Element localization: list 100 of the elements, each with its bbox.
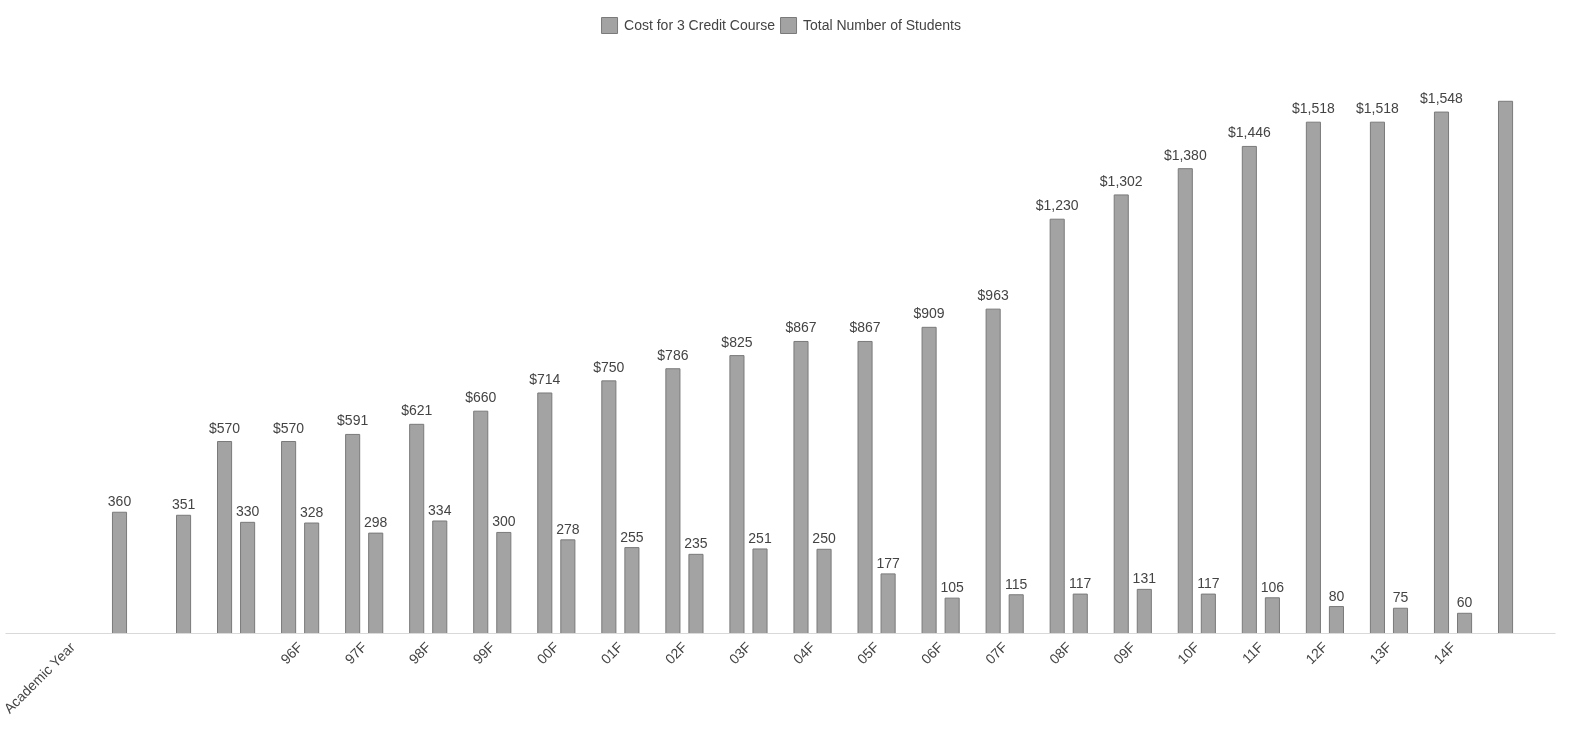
bar <box>1113 194 1129 634</box>
data-label: $1,380 <box>1163 146 1207 163</box>
bar <box>1392 607 1409 634</box>
data-label: $1,548 <box>1420 90 1464 107</box>
data-label: 117 <box>1069 575 1092 592</box>
x-tick-label: 97F <box>341 638 370 668</box>
bar <box>176 514 192 634</box>
bar <box>1177 168 1193 634</box>
bar <box>729 355 745 634</box>
bar <box>281 441 297 634</box>
bar <box>752 548 768 634</box>
bar <box>1457 612 1473 634</box>
data-label: $621 <box>401 402 433 419</box>
data-label: 235 <box>684 535 708 552</box>
bar <box>537 392 553 634</box>
bar <box>793 340 809 634</box>
x-tick-label: 01F <box>597 638 627 668</box>
bar <box>688 553 704 634</box>
bar <box>1328 606 1344 634</box>
data-label: $909 <box>913 305 945 322</box>
x-tick-label: 11F <box>1238 638 1267 667</box>
bar <box>240 521 256 634</box>
x-tick-label: 08F <box>1046 638 1075 668</box>
x-tick-label: 09F <box>1110 638 1139 668</box>
x-tick-label: 05F <box>853 638 883 668</box>
bar <box>217 441 233 634</box>
x-tick-label: 00F <box>533 638 562 668</box>
data-label: 250 <box>812 530 836 547</box>
bar <box>1136 588 1152 634</box>
bar <box>1369 121 1385 634</box>
data-label: 251 <box>748 529 772 546</box>
bar <box>1008 594 1024 634</box>
bar <box>496 531 512 634</box>
bar <box>1072 593 1088 634</box>
bar <box>880 573 896 634</box>
data-label: 105 <box>940 579 965 596</box>
data-label: $1,446 <box>1227 124 1271 141</box>
x-tick-label: 98F <box>405 638 434 668</box>
bar <box>624 547 640 634</box>
x-tick-label: 07F <box>981 638 1011 668</box>
bar <box>432 520 448 634</box>
bar <box>1264 597 1280 634</box>
x-tick-label: 13F <box>1366 638 1395 668</box>
bar <box>473 410 489 634</box>
data-label: 80 <box>1328 587 1345 604</box>
bar <box>1049 218 1065 634</box>
data-label: 60 <box>1456 594 1473 611</box>
data-label: $714 <box>529 371 561 387</box>
legend-label: Cost for 3 Credit Course <box>624 17 775 33</box>
bar <box>1200 593 1216 634</box>
bar <box>816 548 832 634</box>
data-label: 255 <box>620 528 644 545</box>
x-tick-label: 06F <box>917 638 947 668</box>
bar <box>345 433 361 634</box>
x-tick-label: 99F <box>469 638 498 668</box>
data-label: 334 <box>428 502 452 518</box>
data-label: 177 <box>876 554 900 571</box>
data-label: 278 <box>556 520 580 537</box>
data-label: $786 <box>657 346 689 363</box>
data-label: $825 <box>721 333 753 350</box>
data-label: $750 <box>593 358 625 375</box>
bar <box>921 326 937 634</box>
bar <box>665 368 681 634</box>
data-label: $963 <box>977 287 1009 304</box>
bar <box>1305 121 1321 634</box>
data-label: $867 <box>849 319 881 336</box>
x-tick-label: 14F <box>1430 638 1459 668</box>
data-label: 351 <box>171 496 196 513</box>
bar <box>601 380 617 634</box>
bar <box>857 340 873 634</box>
data-label: 298 <box>364 514 388 531</box>
data-label: 75 <box>1392 589 1409 606</box>
legend-label: Total Number of Students <box>802 17 961 33</box>
x-tick-label: 96F <box>277 638 306 668</box>
x-tick-label: 04F <box>789 638 819 668</box>
data-label: $570 <box>273 419 305 436</box>
data-label: 131 <box>1132 570 1157 587</box>
bar <box>409 423 425 634</box>
bar <box>111 511 128 634</box>
data-label: 328 <box>299 504 324 521</box>
data-label: $570 <box>208 419 241 436</box>
data-label: $591 <box>337 412 369 429</box>
data-label: 117 <box>1197 575 1220 592</box>
bar <box>1433 111 1450 634</box>
x-tick-label: 12F <box>1302 638 1331 668</box>
bar <box>1241 145 1257 634</box>
bar <box>944 597 960 634</box>
data-label: 115 <box>1005 575 1028 592</box>
x-tick-label: 03F <box>725 638 755 668</box>
bar <box>368 532 384 634</box>
bar <box>1498 100 1514 634</box>
bar <box>985 308 1001 634</box>
data-label: 330 <box>235 503 260 520</box>
x-tick-label: 02F <box>661 638 691 668</box>
bar <box>560 539 576 634</box>
data-label: $1,302 <box>1099 172 1143 189</box>
data-label: 300 <box>492 513 516 530</box>
data-label: 360 <box>107 493 132 510</box>
bar <box>304 522 320 634</box>
data-label: $1,518 <box>1356 100 1400 117</box>
